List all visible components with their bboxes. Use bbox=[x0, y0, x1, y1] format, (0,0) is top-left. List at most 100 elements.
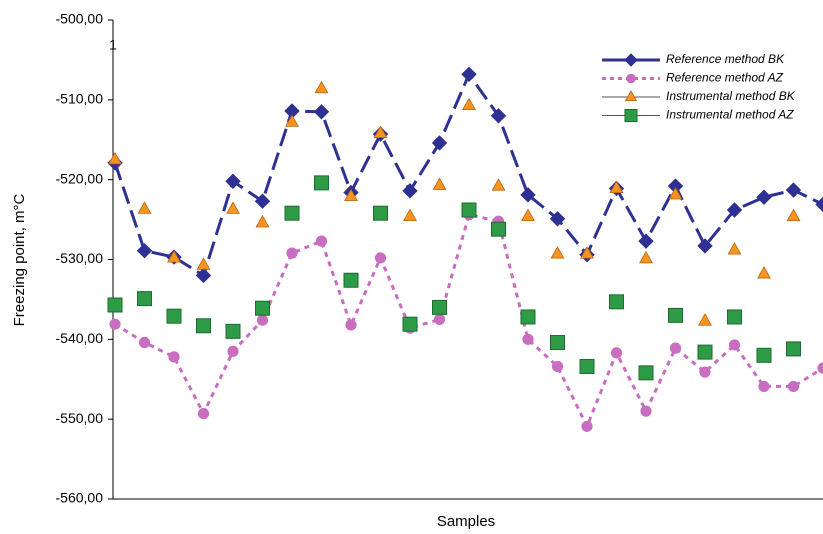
marker bbox=[226, 201, 240, 214]
marker bbox=[225, 323, 241, 339]
marker bbox=[107, 297, 123, 313]
marker bbox=[758, 380, 770, 393]
marker bbox=[225, 173, 241, 189]
legend-label: Instrumental method AZ bbox=[666, 108, 794, 122]
marker bbox=[786, 208, 801, 221]
marker bbox=[698, 313, 712, 326]
marker bbox=[815, 196, 823, 213]
marker bbox=[522, 333, 534, 345]
marker bbox=[256, 314, 269, 326]
marker bbox=[624, 90, 638, 101]
marker bbox=[344, 188, 358, 202]
marker bbox=[580, 246, 594, 259]
marker bbox=[373, 205, 388, 221]
marker bbox=[137, 291, 152, 307]
marker bbox=[345, 319, 357, 331]
marker bbox=[785, 182, 802, 198]
marker bbox=[699, 366, 711, 378]
x-axis-label: Samples bbox=[437, 513, 495, 530]
marker bbox=[227, 345, 239, 357]
marker bbox=[726, 202, 743, 218]
marker bbox=[728, 339, 741, 351]
marker bbox=[756, 189, 772, 205]
marker bbox=[433, 313, 446, 325]
marker bbox=[520, 187, 536, 203]
marker bbox=[491, 178, 506, 191]
marker bbox=[697, 238, 713, 254]
marker bbox=[138, 336, 151, 349]
marker bbox=[137, 201, 152, 214]
marker bbox=[521, 208, 535, 221]
marker bbox=[403, 208, 417, 221]
marker bbox=[373, 125, 388, 138]
marker bbox=[402, 316, 418, 332]
marker bbox=[669, 342, 682, 354]
marker bbox=[195, 267, 212, 284]
marker bbox=[168, 351, 180, 363]
marker bbox=[520, 309, 536, 325]
marker bbox=[285, 114, 299, 127]
marker bbox=[314, 80, 329, 94]
marker bbox=[254, 193, 271, 209]
y-tick-label: -550,00 bbox=[56, 410, 104, 426]
series-line bbox=[114, 213, 823, 431]
marker bbox=[579, 358, 595, 374]
marker bbox=[315, 235, 328, 247]
marker bbox=[638, 233, 654, 249]
marker bbox=[727, 309, 742, 325]
marker bbox=[817, 362, 823, 374]
marker bbox=[787, 380, 800, 393]
marker bbox=[550, 335, 565, 351]
marker bbox=[491, 221, 506, 237]
marker bbox=[786, 341, 801, 357]
marker bbox=[549, 211, 566, 227]
marker bbox=[610, 347, 623, 359]
marker bbox=[638, 365, 654, 381]
y-tick-label: -510,00 bbox=[56, 91, 104, 107]
marker bbox=[757, 266, 771, 279]
marker bbox=[108, 151, 122, 165]
marker bbox=[668, 307, 683, 323]
marker bbox=[431, 135, 448, 151]
legend-label: Instrumental method BK bbox=[666, 89, 796, 103]
marker bbox=[284, 205, 300, 221]
marker bbox=[255, 214, 270, 228]
marker bbox=[166, 308, 182, 324]
marker bbox=[343, 272, 359, 288]
marker bbox=[197, 407, 210, 420]
y-axis-label: Freezing point, m°C bbox=[11, 193, 28, 326]
marker bbox=[167, 250, 181, 263]
marker bbox=[402, 183, 418, 199]
marker bbox=[461, 66, 477, 82]
marker bbox=[374, 252, 387, 264]
y-tick-label: -500,00 bbox=[56, 11, 104, 27]
legend: Reference method BK Reference method AZ In… bbox=[596, 50, 796, 126]
marker bbox=[432, 299, 447, 315]
y-tick-label: -520,00 bbox=[56, 170, 104, 186]
marker bbox=[109, 318, 121, 330]
marker bbox=[640, 405, 652, 417]
marker bbox=[581, 420, 593, 432]
marker bbox=[196, 257, 211, 270]
marker bbox=[551, 360, 564, 373]
marker bbox=[624, 109, 638, 122]
marker bbox=[461, 202, 477, 218]
marker bbox=[639, 250, 653, 264]
marker bbox=[255, 300, 270, 316]
marker bbox=[462, 97, 476, 111]
marker bbox=[313, 104, 330, 120]
y-tick-label: -540,00 bbox=[56, 330, 104, 346]
marker bbox=[490, 108, 507, 124]
marker bbox=[136, 243, 153, 259]
marker bbox=[550, 246, 565, 259]
legend-label: Reference method AZ bbox=[666, 71, 784, 85]
marker bbox=[432, 177, 447, 190]
marker bbox=[196, 318, 211, 334]
marker bbox=[314, 175, 329, 191]
marker bbox=[756, 347, 772, 363]
y-tick-label: -560,00 bbox=[56, 490, 104, 506]
y-tick-label: -530,00 bbox=[56, 250, 104, 266]
marker bbox=[624, 53, 638, 67]
marker bbox=[626, 73, 636, 84]
marker bbox=[609, 294, 624, 310]
